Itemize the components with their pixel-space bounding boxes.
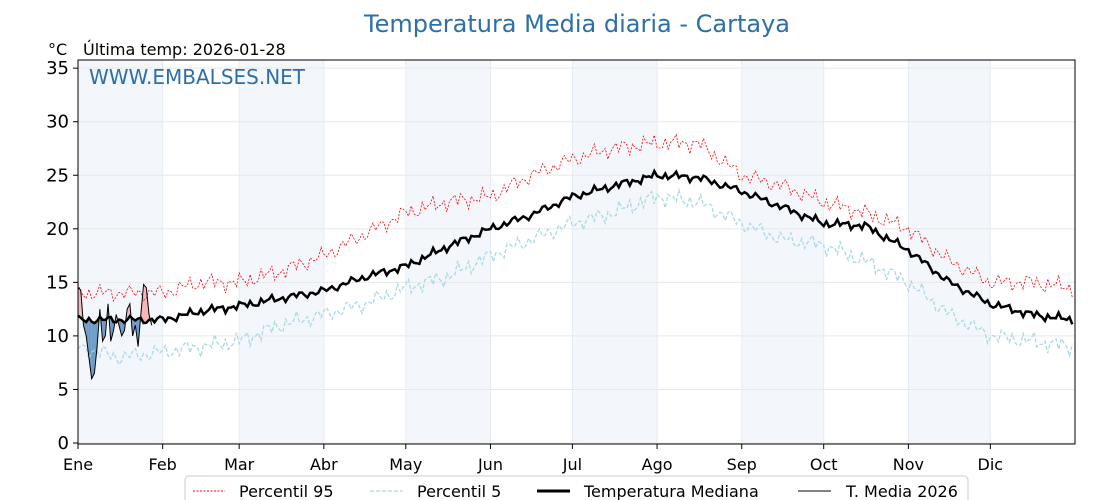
month-band [908,60,991,444]
line-t-media-2026 [77,283,153,381]
x-tick-label: Ago [642,455,673,474]
line-temperatura-mediana [77,168,1074,325]
x-tick-label: Feb [149,455,177,474]
x-tick-label: Oct [810,455,838,474]
fill-below-median [86,318,89,358]
x-tick-label: May [389,455,422,474]
y-tick-label: 0 [58,433,69,454]
x-tick-label: Mar [224,455,255,474]
legend-label-2026: T. Media 2026 [845,482,958,500]
fill-below-median [121,320,125,336]
x-tick-label: Jun [477,455,503,474]
plot-frame [77,59,1076,445]
legend-label-median: Temperatura Mediana [583,482,759,500]
legend-label-p95: Percentil 95 [239,482,334,500]
x-tick-label: Abr [310,455,338,474]
last-temp-label: Última temp: 2026-01-28 [83,40,286,59]
month-band [78,60,163,444]
x-tick-label: Sep [727,455,757,474]
y-tick-label: 25 [46,165,69,186]
x-tick-label: Dic [978,455,1004,474]
line-percentil-95 [77,133,1073,303]
y-tick-label: 30 [46,112,69,133]
line-percentil-5 [77,187,1073,366]
fill-above-median [78,287,81,318]
fill-below-median [102,319,106,342]
y-tick-label: 35 [46,58,69,79]
fill-below-median [91,321,95,379]
month-band [741,60,824,444]
x-tick-label: Ene [63,455,93,474]
month-band [239,60,324,444]
x-tick-label: Nov [893,455,924,474]
x-tick-label: Jul [562,455,582,474]
y-tick-label: 5 [58,379,69,400]
fill-below-median [94,321,98,374]
fill-above-median [143,284,147,324]
legend: Percentil 95 Percentil 5 Temperatura Med… [184,475,969,500]
watermark: WWW.EMBALSES.NET [89,65,306,89]
month-band [572,60,658,444]
unit-label: °C [48,40,67,59]
y-tick-label: 20 [46,219,69,240]
y-tick-label: 10 [46,326,69,347]
y-tick-label: 15 [46,272,69,293]
chart-title: Temperatura Media diaria - Cartaya [363,10,790,38]
fill-below-median [88,318,92,379]
legend-label-p5: Percentil 5 [417,482,501,500]
